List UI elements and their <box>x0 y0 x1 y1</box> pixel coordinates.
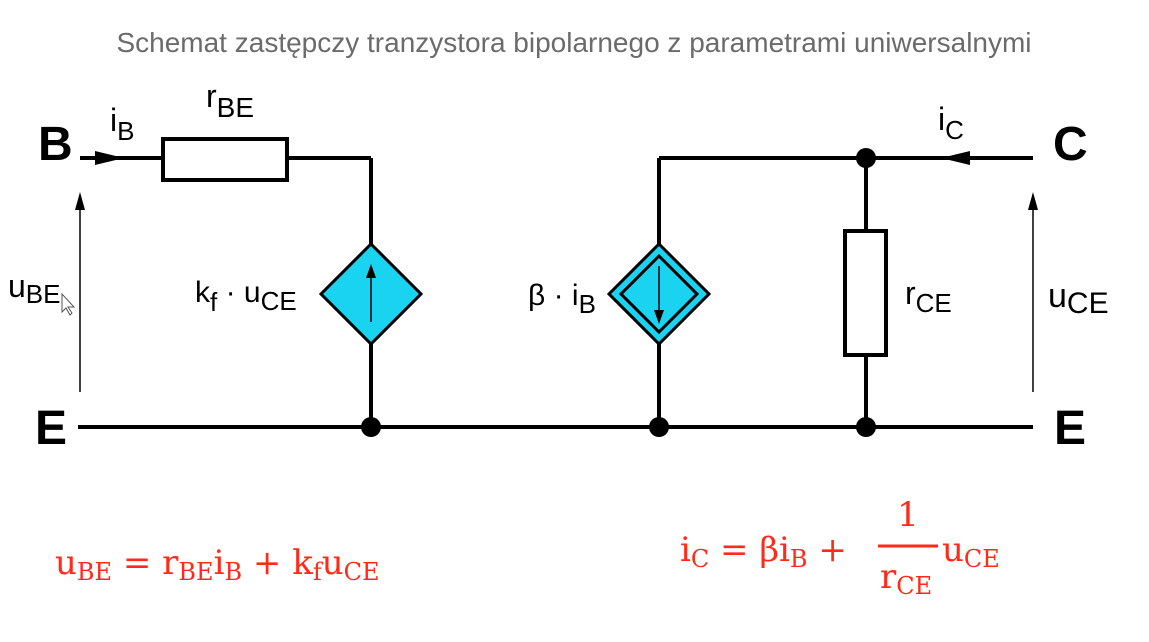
equation-ic: iC = βiB + 1 rCE uCE <box>680 495 1000 600</box>
ic-arrow-icon <box>941 151 970 165</box>
equation-ic-right: uCE <box>942 530 1000 573</box>
fraction-numerator: 1 <box>897 495 919 535</box>
node-emitter-left-label: E <box>35 402 67 455</box>
current-source-label: β · iB <box>528 279 596 319</box>
ube-arrow-icon <box>75 192 85 210</box>
up-arrow-icon <box>366 264 376 278</box>
dependent-voltage-source <box>318 241 424 347</box>
resistor-rbe-label: rBE <box>206 78 254 123</box>
equation-ube: uBE = rBEiB + kfuCE <box>55 543 380 586</box>
junction-dot <box>649 417 669 437</box>
voltage-ube-label: uBE <box>8 268 60 309</box>
uce-arrow-icon <box>1028 192 1038 210</box>
node-collector-label: C <box>1053 118 1088 171</box>
mouse-cursor-icon <box>61 292 76 316</box>
voltage-source-label: kf · uCE <box>195 276 297 317</box>
junction-dot <box>856 148 876 168</box>
resistor-rce <box>843 229 888 357</box>
dependent-current-source <box>606 241 712 347</box>
fraction-denominator: rCE <box>880 557 932 600</box>
resistor-rce-label: rCE <box>905 275 952 318</box>
current-ic-label: iC <box>938 101 964 145</box>
node-emitter-right-label: E <box>1054 402 1086 455</box>
down-arrow-icon <box>654 310 664 324</box>
node-base-label: B <box>38 118 73 171</box>
junction-dot <box>856 417 876 437</box>
ib-arrow-icon <box>95 151 124 165</box>
diagram-title: Schemat zastępczy tranzystora bipolarneg… <box>116 27 1031 58</box>
current-ib-label: iB <box>110 102 134 146</box>
resistor-rbe <box>161 137 289 182</box>
equation-ic-left: iC = βiB + <box>680 530 847 573</box>
voltage-uce-label: uCE <box>1048 277 1109 320</box>
junction-dot <box>361 417 381 437</box>
